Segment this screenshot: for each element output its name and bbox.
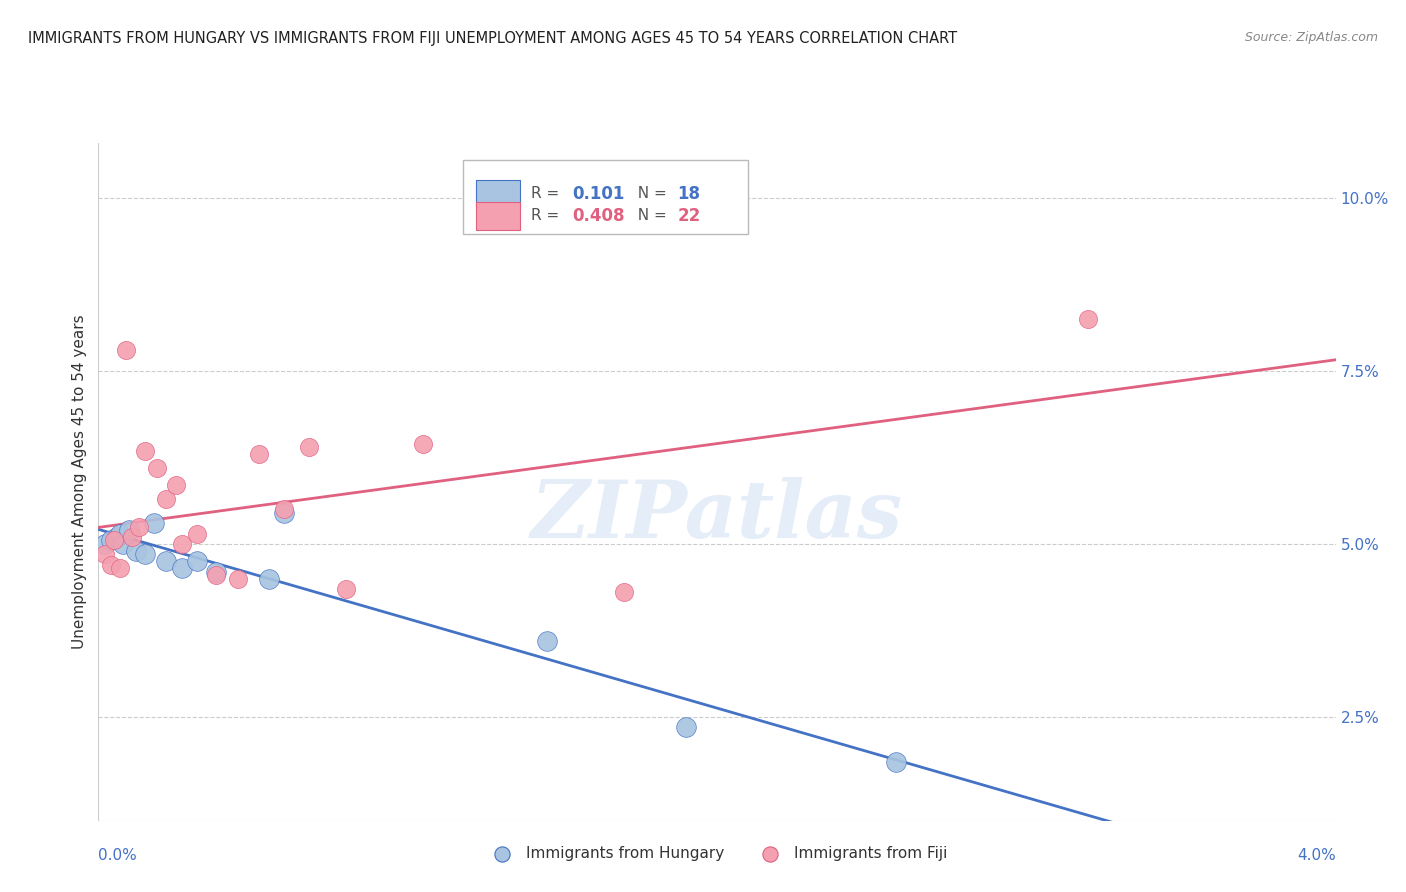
- Point: [112, 537, 135, 551]
- Point: [226, 572, 249, 586]
- Point: [128, 519, 150, 533]
- Point: [170, 537, 193, 551]
- Point: [205, 568, 228, 582]
- Legend: Immigrants from Hungary, Immigrants from Fiji: Immigrants from Hungary, Immigrants from…: [479, 840, 955, 867]
- Point: [115, 343, 138, 358]
- Point: [273, 502, 295, 516]
- Text: IMMIGRANTS FROM HUNGARY VS IMMIGRANTS FROM FIJI UNEMPLOYMENT AMONG AGES 45 TO 54: IMMIGRANTS FROM HUNGARY VS IMMIGRANTS FR…: [28, 31, 957, 46]
- Text: 4.0%: 4.0%: [1296, 847, 1336, 863]
- Point: [118, 523, 141, 537]
- Point: [155, 554, 177, 568]
- Point: [298, 440, 321, 454]
- Text: Source: ZipAtlas.com: Source: ZipAtlas.com: [1244, 31, 1378, 45]
- Text: 0.408: 0.408: [572, 207, 624, 225]
- Point: [108, 526, 131, 541]
- Point: [335, 582, 357, 596]
- Point: [186, 554, 208, 568]
- Point: [165, 478, 187, 492]
- Text: ZIPatlas: ZIPatlas: [531, 477, 903, 554]
- Point: [108, 561, 131, 575]
- Text: 0.101: 0.101: [572, 185, 624, 202]
- Point: [412, 436, 434, 450]
- Text: N =: N =: [628, 186, 672, 201]
- Point: [155, 491, 177, 506]
- Point: [886, 755, 908, 769]
- Point: [121, 530, 143, 544]
- Y-axis label: Unemployment Among Ages 45 to 54 years: Unemployment Among Ages 45 to 54 years: [72, 314, 87, 649]
- FancyBboxPatch shape: [475, 202, 520, 230]
- Point: [257, 572, 280, 586]
- Point: [146, 460, 169, 475]
- Point: [103, 533, 125, 548]
- Point: [205, 565, 228, 579]
- Point: [124, 544, 146, 558]
- Text: 22: 22: [678, 207, 700, 225]
- Point: [170, 561, 193, 575]
- Point: [675, 720, 697, 734]
- Point: [100, 533, 122, 548]
- FancyBboxPatch shape: [464, 160, 748, 235]
- Text: R =: R =: [531, 209, 565, 223]
- Text: 0.0%: 0.0%: [98, 847, 138, 863]
- Point: [105, 530, 128, 544]
- FancyBboxPatch shape: [475, 179, 520, 208]
- Point: [143, 516, 166, 531]
- Point: [1077, 312, 1099, 326]
- Point: [613, 585, 636, 599]
- Text: R =: R =: [531, 186, 565, 201]
- Point: [134, 443, 156, 458]
- Point: [100, 558, 122, 572]
- Point: [93, 537, 115, 551]
- Point: [186, 526, 208, 541]
- Text: 18: 18: [678, 185, 700, 202]
- Point: [247, 447, 270, 461]
- Point: [273, 506, 295, 520]
- Text: N =: N =: [628, 209, 672, 223]
- Point: [134, 547, 156, 561]
- Point: [93, 547, 115, 561]
- Point: [536, 633, 558, 648]
